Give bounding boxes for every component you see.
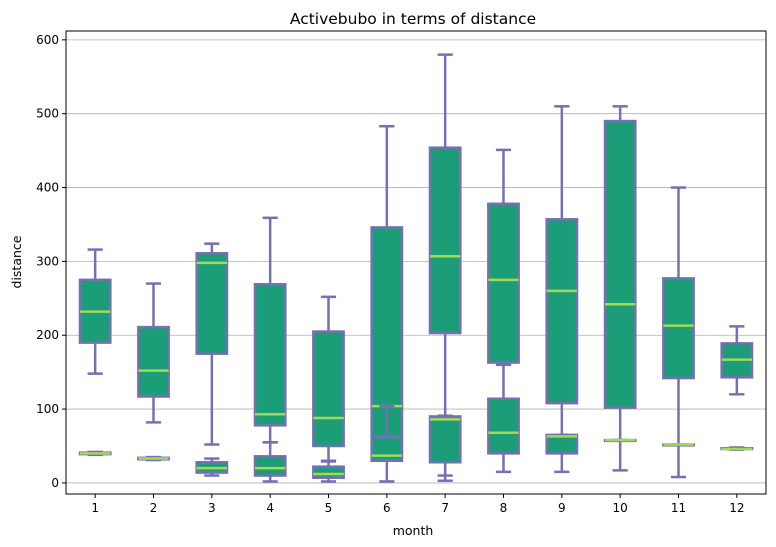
box (603, 119, 637, 409)
y-axis-label: distance (9, 235, 24, 288)
x-tick-label: 12 (729, 501, 744, 515)
x-tick-label: 6 (383, 501, 391, 515)
x-tick-label: 2 (150, 501, 158, 515)
x-tick-label: 4 (266, 501, 274, 515)
y-tick-label: 300 (36, 254, 59, 268)
box (428, 415, 462, 464)
x-tick-label: 1 (91, 501, 99, 515)
y-tick-label: 100 (36, 402, 59, 416)
chart-title: Activebubo in terms of distance (290, 10, 536, 28)
x-tick-label: 9 (558, 501, 566, 515)
y-tick-label: 600 (36, 33, 59, 47)
box (253, 455, 287, 477)
box (253, 283, 287, 427)
y-tick-label: 500 (36, 107, 59, 121)
box (545, 218, 579, 405)
box (487, 397, 520, 455)
x-tick-label: 3 (208, 501, 216, 515)
box (370, 435, 404, 463)
y-tick-label: 400 (36, 181, 59, 195)
box (312, 465, 345, 480)
box (428, 146, 462, 335)
x-tick-label: 11 (671, 501, 686, 515)
x-axis-label: month (393, 523, 434, 538)
grid (66, 39, 766, 484)
y-axis-ticks: 0 100 200 300 400 500 600 (36, 33, 66, 490)
box (662, 277, 695, 380)
x-tick-label: 10 (613, 501, 628, 515)
plot-frame (65, 30, 767, 495)
box (545, 433, 579, 455)
box-plots (78, 53, 754, 483)
y-tick-label: 200 (36, 328, 59, 342)
box (195, 252, 229, 355)
x-tick-label: 8 (500, 501, 508, 515)
box (312, 330, 345, 448)
x-axis-ticks: 1 2 3 4 5 6 7 8 9 10 11 12 (91, 494, 744, 515)
y-tick-label: 0 (51, 476, 59, 490)
x-tick-label: 7 (441, 501, 449, 515)
box (137, 325, 170, 398)
box (487, 202, 520, 364)
x-tick-label: 5 (325, 501, 333, 515)
